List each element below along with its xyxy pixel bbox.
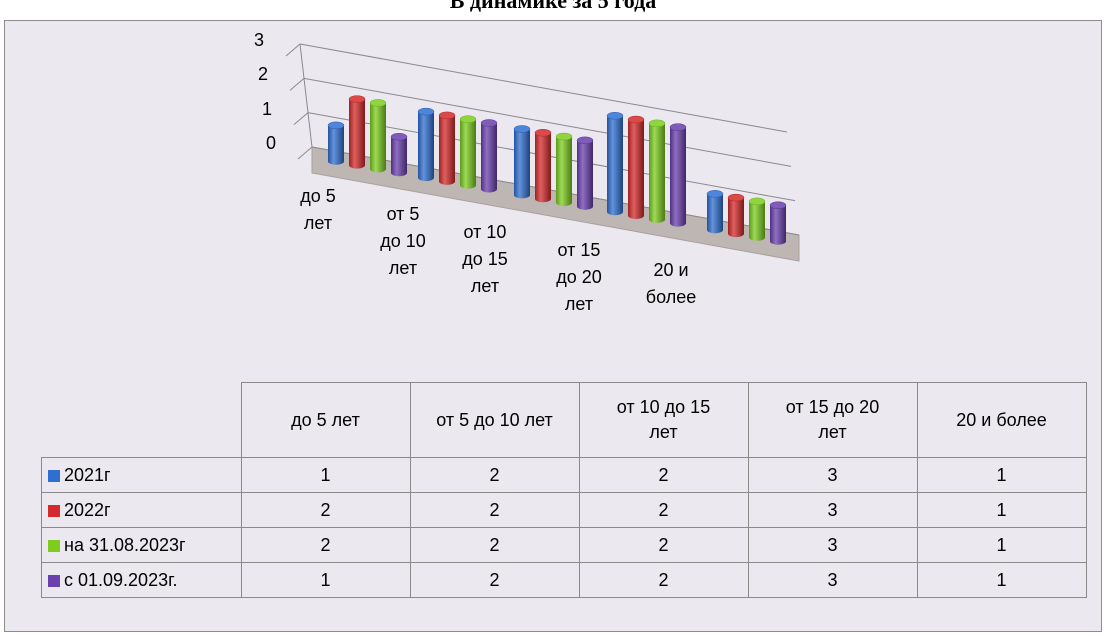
x-tick-label: до 5 лет xyxy=(300,186,336,233)
table-row: 2021г 1 2 2 3 1 xyxy=(41,457,1087,493)
data-table: до 5 лет от 5 до 10 лет от 10 до 15 лет о… xyxy=(41,382,1087,598)
bar xyxy=(534,128,552,203)
legend-label: с 01.09.2023г. xyxy=(64,569,178,590)
bar xyxy=(627,115,645,220)
table-cell: 2 xyxy=(240,492,411,528)
bar xyxy=(706,190,724,234)
table-row: на 31.08.2023г 2 2 2 3 1 xyxy=(41,527,1087,563)
table-cell: 2 xyxy=(578,527,749,563)
legend-label: 2021г xyxy=(64,464,111,485)
table-cell: 2 xyxy=(409,457,580,493)
table-cell: 1 xyxy=(916,457,1087,493)
table-cell: 1 xyxy=(240,457,411,493)
table-cell: 3 xyxy=(747,492,918,528)
legend-swatch xyxy=(48,574,60,587)
legend-entry: с 01.09.2023г. xyxy=(41,562,242,598)
bar xyxy=(348,95,366,169)
bar xyxy=(727,193,745,238)
y-tick-label: 0 xyxy=(265,133,276,153)
legend-entry: 2021г xyxy=(41,457,242,493)
side-gridline xyxy=(293,112,309,126)
table-header-cell: 20 и более xyxy=(916,382,1087,458)
legend-label: 2022г xyxy=(64,499,111,520)
table-row: 2022г 2 2 2 3 1 xyxy=(41,492,1087,528)
bar xyxy=(327,121,345,165)
legend-swatch xyxy=(48,504,60,517)
table-cell: 2 xyxy=(409,492,580,528)
table-cell: 2 xyxy=(240,527,411,563)
legend-entry: на 31.08.2023г xyxy=(41,527,242,563)
bar xyxy=(480,119,498,193)
chart-title: В динамике за 5 года xyxy=(449,0,657,13)
x-tick-label: от 5 до 10 лет xyxy=(380,204,426,278)
chart-plot xyxy=(285,43,800,262)
bar xyxy=(417,107,435,182)
bar xyxy=(606,112,624,216)
legend-label: на 31.08.2023г xyxy=(64,534,186,555)
x-tick-label: от 15 до 20 лет xyxy=(556,240,602,314)
table-cell: 1 xyxy=(916,562,1087,598)
table-cell: 2 xyxy=(409,527,580,563)
legend-swatch xyxy=(48,539,60,552)
table-row: с 01.09.2023г. 1 2 2 3 1 xyxy=(41,562,1087,598)
x-tick-label: 20 и более xyxy=(645,260,697,307)
table-header-cell: от 5 до 10 лет xyxy=(409,382,580,458)
table-cell: 1 xyxy=(916,527,1087,563)
table-corner-cell xyxy=(41,382,242,458)
gridline xyxy=(303,77,792,167)
side-gridline xyxy=(289,77,305,91)
side-gridline xyxy=(285,43,301,57)
bar xyxy=(438,111,456,185)
table-header-cell: до 5 лет xyxy=(240,382,411,458)
table-cell: 1 xyxy=(916,492,1087,528)
bar xyxy=(369,99,387,173)
table-cell: 3 xyxy=(747,562,918,598)
y-tick-label: 1 xyxy=(261,98,272,119)
table-cell: 3 xyxy=(747,457,918,493)
table-cell: 2 xyxy=(409,562,580,598)
table-header-cell: от 15 до 20 лет xyxy=(747,382,918,458)
bar xyxy=(459,115,477,189)
table-header-row: до 5 лет от 5 до 10 лет от 10 до 15 лет о… xyxy=(41,382,1087,458)
x-tick-label: от 10 до 15 лет xyxy=(462,222,508,296)
table-cell: 2 xyxy=(578,492,749,528)
y-tick-label: 3 xyxy=(253,30,264,50)
bar xyxy=(648,119,666,223)
gridline xyxy=(299,43,788,133)
table-cell: 3 xyxy=(747,527,918,563)
legend-entry: 2022г xyxy=(41,492,242,528)
table-header-cell: от 10 до 15 лет xyxy=(578,382,749,458)
bar xyxy=(748,197,766,241)
side-gridline xyxy=(297,146,313,160)
table-cell: 1 xyxy=(240,562,411,598)
bar xyxy=(669,123,687,227)
legend-swatch xyxy=(48,469,60,482)
bar xyxy=(390,132,408,177)
gridline xyxy=(307,112,796,202)
bar xyxy=(513,125,531,199)
back-wall-edge xyxy=(299,43,313,148)
bar xyxy=(769,201,787,245)
y-tick-label: 2 xyxy=(257,64,268,85)
bar xyxy=(555,132,573,207)
table-cell: 2 xyxy=(578,457,749,493)
table-cell: 2 xyxy=(578,562,749,598)
bar xyxy=(576,136,594,210)
